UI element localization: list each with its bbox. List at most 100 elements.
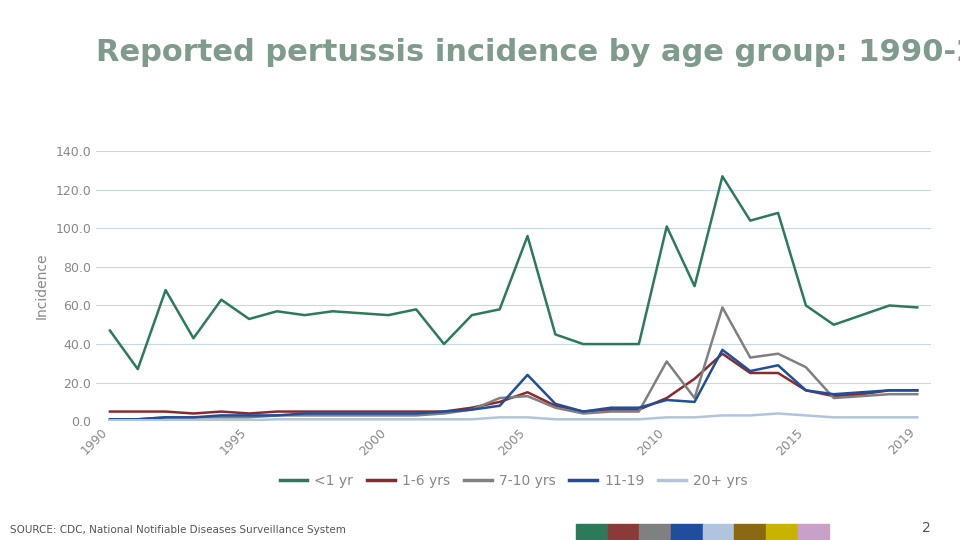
7-10 yrs (494, 395, 506, 401)
1-6 yrs (466, 404, 477, 411)
Line: 20+ yrs: 20+ yrs (109, 414, 917, 420)
1-6 yrs (355, 408, 367, 415)
11-19 (355, 410, 367, 417)
11-19 (494, 402, 506, 409)
11-19 (550, 401, 562, 407)
20+ yrs (188, 417, 200, 423)
Text: SOURCE: CDC, National Notifiable Diseases Surveillance System: SOURCE: CDC, National Notifiable Disease… (10, 524, 346, 535)
7-10 yrs (855, 393, 867, 400)
20+ yrs (606, 416, 617, 422)
20+ yrs (159, 417, 171, 423)
Line: 7-10 yrs: 7-10 yrs (109, 307, 917, 419)
11-19 (132, 416, 144, 422)
20+ yrs (661, 414, 673, 421)
1-6 yrs (577, 408, 588, 415)
11-19 (661, 397, 673, 403)
20+ yrs (215, 417, 227, 423)
11-19 (688, 399, 700, 405)
1-6 yrs (382, 408, 394, 415)
20+ yrs (550, 416, 562, 422)
11-19 (466, 407, 477, 413)
1-6 yrs (410, 408, 421, 415)
<1 yr (633, 341, 644, 347)
20+ yrs (438, 416, 449, 422)
1-6 yrs (521, 389, 533, 395)
<1 yr (271, 308, 282, 314)
7-10 yrs (717, 304, 729, 310)
7-10 yrs (104, 416, 115, 422)
7-10 yrs (159, 414, 171, 421)
7-10 yrs (466, 407, 477, 413)
1-6 yrs (828, 393, 840, 400)
Legend: <1 yr, 1-6 yrs, 7-10 yrs, 11-19, 20+ yrs: <1 yr, 1-6 yrs, 7-10 yrs, 11-19, 20+ yrs (275, 469, 753, 494)
<1 yr (688, 283, 700, 289)
20+ yrs (244, 417, 255, 423)
11-19 (300, 410, 311, 417)
<1 yr (104, 327, 115, 334)
11-19 (911, 387, 923, 394)
<1 yr (884, 302, 896, 309)
7-10 yrs (326, 412, 338, 418)
Y-axis label: Incidence: Incidence (35, 253, 48, 320)
20+ yrs (466, 416, 477, 422)
Line: 1-6 yrs: 1-6 yrs (109, 354, 917, 414)
20+ yrs (494, 414, 506, 421)
<1 yr (494, 306, 506, 313)
1-6 yrs (104, 408, 115, 415)
<1 yr (773, 210, 784, 216)
Line: 11-19: 11-19 (109, 350, 917, 419)
7-10 yrs (271, 412, 282, 418)
7-10 yrs (300, 412, 311, 418)
1-6 yrs (606, 407, 617, 413)
<1 yr (244, 316, 255, 322)
7-10 yrs (188, 414, 200, 421)
20+ yrs (104, 417, 115, 423)
<1 yr (300, 312, 311, 319)
1-6 yrs (438, 408, 449, 415)
<1 yr (355, 310, 367, 316)
11-19 (744, 368, 756, 374)
<1 yr (717, 173, 729, 179)
20+ yrs (633, 416, 644, 422)
20+ yrs (828, 414, 840, 421)
11-19 (800, 387, 811, 394)
<1 yr (382, 312, 394, 319)
7-10 yrs (828, 395, 840, 401)
1-6 yrs (773, 370, 784, 376)
1-6 yrs (550, 402, 562, 409)
11-19 (521, 372, 533, 378)
Line: <1 yr: <1 yr (109, 176, 917, 369)
20+ yrs (911, 414, 923, 421)
1-6 yrs (800, 387, 811, 394)
20+ yrs (410, 416, 421, 422)
20+ yrs (688, 414, 700, 421)
7-10 yrs (132, 416, 144, 422)
<1 yr (744, 218, 756, 224)
<1 yr (438, 341, 449, 347)
1-6 yrs (911, 387, 923, 394)
11-19 (855, 389, 867, 395)
7-10 yrs (550, 404, 562, 411)
<1 yr (800, 302, 811, 309)
1-6 yrs (688, 375, 700, 382)
7-10 yrs (633, 408, 644, 415)
1-6 yrs (300, 408, 311, 415)
1-6 yrs (884, 387, 896, 394)
7-10 yrs (911, 391, 923, 397)
1-6 yrs (159, 408, 171, 415)
11-19 (244, 412, 255, 418)
11-19 (717, 347, 729, 353)
20+ yrs (355, 416, 367, 422)
20+ yrs (773, 410, 784, 417)
20+ yrs (382, 416, 394, 422)
7-10 yrs (355, 412, 367, 418)
11-19 (773, 362, 784, 368)
1-6 yrs (855, 391, 867, 397)
11-19 (326, 410, 338, 417)
11-19 (884, 387, 896, 394)
7-10 yrs (521, 393, 533, 400)
20+ yrs (132, 417, 144, 423)
1-6 yrs (188, 410, 200, 417)
<1 yr (132, 366, 144, 373)
11-19 (410, 410, 421, 417)
